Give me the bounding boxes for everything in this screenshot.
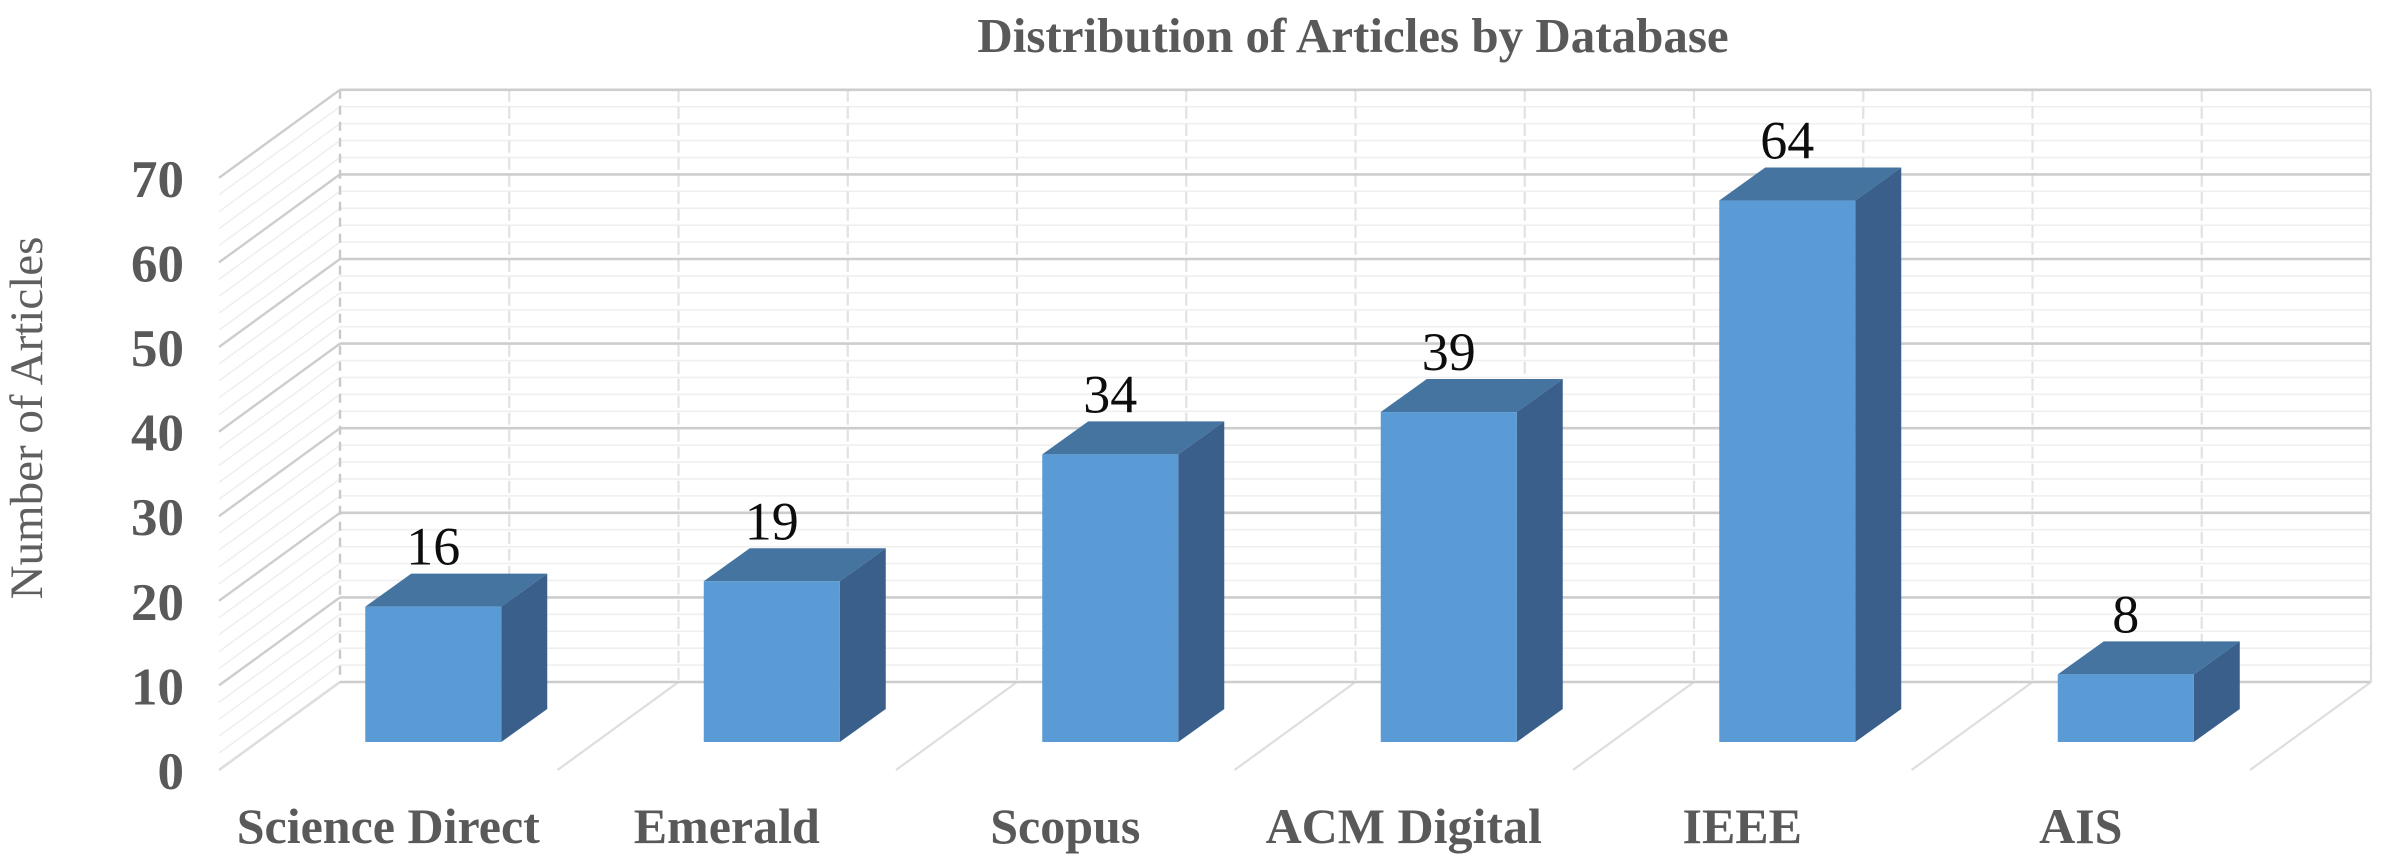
y-axis-title: Number of Articles <box>1 237 53 600</box>
floor-depth-line <box>1572 681 1695 771</box>
bar-scopus <box>1042 421 1225 742</box>
bar-front-face <box>1719 200 1856 742</box>
side-wall-minor-gridline <box>218 562 341 653</box>
side-wall-minor-gridline <box>218 156 341 247</box>
floor-depth-line <box>218 681 341 771</box>
bar-top-face <box>365 573 548 607</box>
side-wall-minor-gridline <box>218 613 341 703</box>
y-tick-label-20: 20 <box>131 574 184 632</box>
side-wall-minor-gridline <box>218 545 341 636</box>
bar-acm-digital <box>1380 379 1563 742</box>
y-tick-label-40: 40 <box>131 405 184 463</box>
data-label-emerald: 19 <box>745 491 799 551</box>
bar-top-face <box>1042 421 1225 455</box>
y-axis-ticks: 0 10 20 30 40 50 60 70 <box>131 151 184 801</box>
data-label-acm-digital: 39 <box>1422 322 1476 382</box>
bar-front-face <box>1380 412 1517 742</box>
side-wall-major-gridline <box>218 173 341 264</box>
bar-top-face <box>703 548 886 582</box>
bar-front-face <box>703 581 840 742</box>
side-wall-minor-gridline <box>218 224 341 314</box>
side-wall-minor-gridline <box>218 241 341 331</box>
category-label-science-direct: Science Direct <box>237 798 540 854</box>
side-wall-minor-gridline <box>218 664 341 754</box>
floor-depth-line <box>895 681 1018 771</box>
bar-front-face <box>2057 674 2194 742</box>
side-wall-major-gridline <box>218 427 341 518</box>
bar-side-face <box>501 573 548 742</box>
side-wall-minor-gridline <box>218 376 341 467</box>
side-wall-minor-gridline <box>218 410 341 500</box>
y-tick-label-60: 60 <box>131 235 184 293</box>
side-wall-major-gridline <box>218 258 341 348</box>
y-tick-label-30: 30 <box>131 489 184 547</box>
side-wall-minor-gridline <box>218 495 341 585</box>
side-wall-minor-gridline <box>218 478 341 568</box>
side-wall-minor-gridline <box>218 579 341 670</box>
category-label-scopus: Scopus <box>990 798 1140 854</box>
bar-side-face <box>839 548 886 742</box>
y-tick-label-50: 50 <box>131 320 184 378</box>
side-wall-minor-gridline <box>218 122 341 213</box>
floor-depth-line <box>1910 681 2034 771</box>
side-wall-minor-gridline <box>218 359 341 450</box>
floor-depth-line <box>1233 681 1357 771</box>
data-label-ieee: 64 <box>1760 111 1814 171</box>
side-wall-minor-gridline <box>218 326 341 416</box>
side-wall-major-gridline <box>218 511 341 602</box>
side-wall-minor-gridline <box>218 444 341 534</box>
data-label-ais: 8 <box>2112 584 2139 644</box>
data-label-scopus: 34 <box>1083 364 1137 424</box>
bar-side-face <box>2193 641 2240 742</box>
bar-side-face <box>1516 379 1563 742</box>
bar-emerald <box>703 548 886 742</box>
data-labels: 16 19 34 39 64 8 <box>406 111 2139 645</box>
floor-depth-line <box>556 681 680 771</box>
data-label-science-direct: 16 <box>406 517 460 577</box>
bar-science-direct <box>365 573 548 742</box>
side-wall-minor-gridline <box>218 393 341 484</box>
back-wall <box>338 88 2373 684</box>
bar-ieee <box>1719 167 1902 742</box>
side-wall-major-gridline <box>218 596 341 687</box>
floor-depth-line <box>2249 681 2372 771</box>
x-axis-labels: Science Direct Emerald Scopus ACM Digital IE… <box>237 798 2123 854</box>
bar-side-face <box>1855 167 1902 742</box>
left-wall <box>218 88 341 771</box>
y-tick-label-0: 0 <box>158 743 185 801</box>
side-wall-minor-gridline <box>218 106 341 196</box>
bars-series <box>365 167 2240 742</box>
category-label-ieee: IEEE <box>1682 798 1802 854</box>
side-wall-major-gridline <box>218 88 341 179</box>
side-wall-minor-gridline <box>218 207 341 297</box>
side-wall-minor-gridline <box>218 529 341 619</box>
side-wall-minor-gridline <box>218 190 341 280</box>
side-wall-minor-gridline <box>218 139 341 230</box>
category-label-emerald: Emerald <box>634 798 820 854</box>
side-wall-minor-gridline <box>218 292 341 382</box>
chart-title: Distribution of Articles by Database <box>977 8 1728 63</box>
bar-side-face <box>1178 421 1225 742</box>
side-wall-minor-gridline <box>218 647 341 737</box>
bar-top-face <box>1380 379 1563 413</box>
bar-ais <box>2057 641 2240 742</box>
side-wall-minor-gridline <box>218 309 341 399</box>
y-tick-label-10: 10 <box>131 658 184 716</box>
y-tick-label-70: 70 <box>131 151 184 209</box>
chart-floor <box>218 681 2372 771</box>
bar-front-face <box>1042 454 1179 742</box>
side-wall-minor-gridline <box>218 275 341 365</box>
side-wall-minor-gridline <box>218 461 341 551</box>
bar-top-face <box>1719 167 1902 201</box>
bar-top-face <box>2057 641 2240 675</box>
side-wall-major-gridline <box>218 342 341 433</box>
bar-front-face <box>365 606 502 742</box>
category-label-ais: AIS <box>2039 798 2122 854</box>
category-label-acm-digital: ACM Digital <box>1266 798 1542 854</box>
side-wall-minor-gridline <box>218 630 341 720</box>
